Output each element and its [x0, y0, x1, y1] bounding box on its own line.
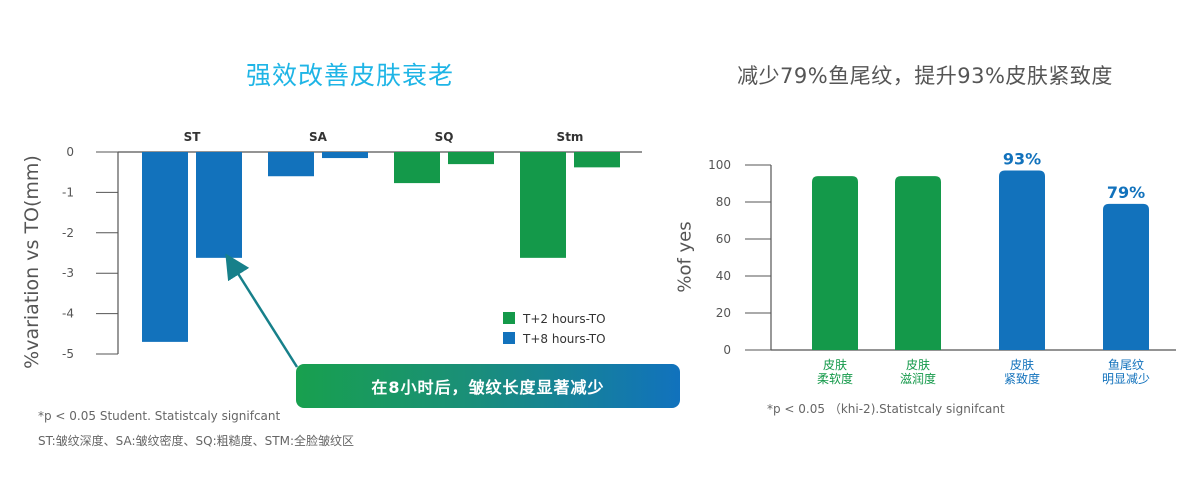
left-footnote: *p < 0.05 Student. Statistcaly signifcan… [38, 409, 281, 423]
y-tick-label: -1 [62, 185, 74, 199]
bar-st-t2 [142, 152, 188, 342]
y-tick-label: -5 [62, 347, 74, 361]
x-category-label: 柔软度 [817, 371, 853, 386]
left-legend-note: ST:皱纹深度、SA:皱纹密度、SQ:粗糙度、STM:全脸皱纹区 [38, 434, 355, 448]
data-label: 79% [1107, 183, 1145, 202]
bar-st-t8 [196, 152, 242, 258]
right-chart-title: 减少79%鱼尾纹，提升93%皮肤紧致度 [737, 64, 1113, 88]
y-tick-label: 0 [723, 343, 731, 357]
bar-1 [812, 176, 858, 350]
x-category-label: 鱼尾纹 [1108, 358, 1144, 372]
x-category-label: 皮肤 [823, 357, 847, 372]
bar-4 [1103, 203, 1149, 350]
x-category-label: 滋润度 [900, 371, 936, 386]
legend-swatch-t8 [503, 332, 515, 344]
x-category-label: 皮肤 [906, 357, 930, 372]
callout-banner: 在8小时后，皱纹长度显著减少 [296, 364, 680, 408]
left-bar-chart: 0 -1 -2 -3 -4 -5 ST SA SQ Stm T+2 hours-TO T+8 hour… [62, 130, 642, 361]
y-tick-label: 20 [716, 306, 731, 320]
bar-2 [895, 176, 941, 350]
y-tick-label: 80 [716, 195, 731, 209]
legend-label: T+8 hours-TO [522, 332, 606, 346]
x-category-label: SQ [435, 130, 454, 144]
y-tick-label: -3 [62, 266, 74, 280]
legend-label: T+2 hours-TO [522, 312, 606, 326]
x-category-label: ST [184, 130, 202, 144]
x-category-label: 明显减少 [1102, 372, 1150, 386]
bar-sa-t8 [322, 152, 368, 159]
bar-sa-t2 [268, 152, 314, 177]
bar-sq-t2 [394, 152, 440, 184]
bar-sq-t8 [448, 152, 494, 165]
y-tick-label: 60 [716, 232, 731, 246]
x-category-label: 紧致度 [1004, 371, 1040, 386]
y-tick-label: -4 [62, 307, 74, 321]
bar-3 [999, 170, 1045, 350]
left-chart-title: 强效改善皮肤衰老 [245, 61, 454, 90]
callout-arrow [225, 253, 299, 368]
right-footnote: *p < 0.05 （khi-2).Statistcaly signifcant [767, 402, 1005, 416]
bar-stm-t2 [520, 152, 566, 258]
y-tick-label: 40 [716, 269, 731, 283]
y-tick-label: -2 [62, 226, 74, 240]
data-label: 93% [1003, 150, 1041, 169]
y-tick-label: 100 [708, 158, 731, 172]
x-category-label: SA [309, 130, 328, 144]
x-category-label: Stm [557, 130, 584, 144]
bar-stm-t8 [574, 152, 620, 168]
x-category-label: 皮肤 [1010, 357, 1034, 372]
y-tick-label: 0 [66, 145, 74, 159]
legend-swatch-t2 [503, 312, 515, 324]
